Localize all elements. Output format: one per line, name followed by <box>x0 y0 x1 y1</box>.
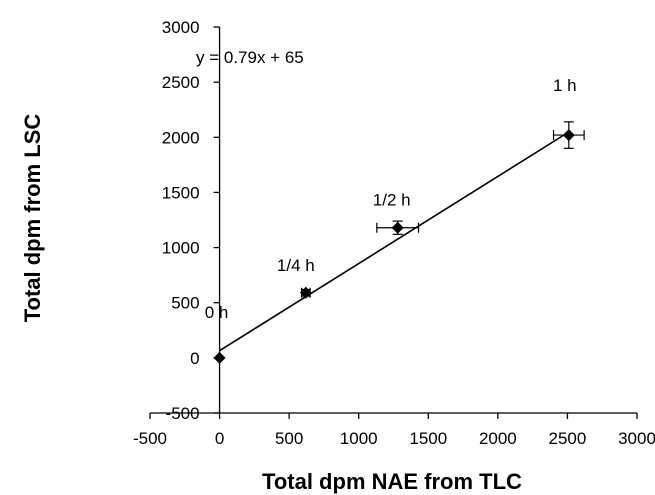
x-tick-label: 0 <box>215 429 224 448</box>
y-tick-label: 500 <box>171 294 199 313</box>
data-point-marker <box>391 221 404 234</box>
data-point-label: 1/4 h <box>277 256 315 275</box>
y-axis-title: Total dpm from LSC <box>20 114 45 323</box>
y-tick-label: 3000 <box>162 18 200 37</box>
x-tick-label: 500 <box>275 429 303 448</box>
x-tick-label: 2500 <box>549 429 587 448</box>
data-point-marker <box>213 351 226 364</box>
data-point-label: 1 h <box>553 76 577 95</box>
trendline <box>219 131 570 352</box>
y-tick-label: 2000 <box>162 128 200 147</box>
x-tick-label: 3000 <box>618 429 655 448</box>
x-tick-label: -500 <box>133 429 167 448</box>
data-point-label: 0 h <box>205 303 229 322</box>
data-point-marker <box>562 129 575 142</box>
data-point-label: 1/2 h <box>373 191 411 210</box>
data-point-marker <box>299 286 312 299</box>
x-tick-label: 1500 <box>409 429 447 448</box>
y-tick-label: 0 <box>190 349 199 368</box>
x-tick-label: 2000 <box>479 429 517 448</box>
y-tick-label: -500 <box>166 404 200 423</box>
trendline-equation: y = 0.79x + 65 <box>196 48 304 67</box>
x-tick-label: 1000 <box>340 429 378 448</box>
y-tick-label: 2500 <box>162 73 200 92</box>
plot-area: -500 0 500 1000 1500 2000 2500 3000 -500 0 500 1000… <box>133 18 655 448</box>
x-axis-title: Total dpm NAE from TLC <box>262 469 522 494</box>
y-tick-label: 1500 <box>162 183 200 202</box>
y-tick-label: 1000 <box>162 239 200 258</box>
